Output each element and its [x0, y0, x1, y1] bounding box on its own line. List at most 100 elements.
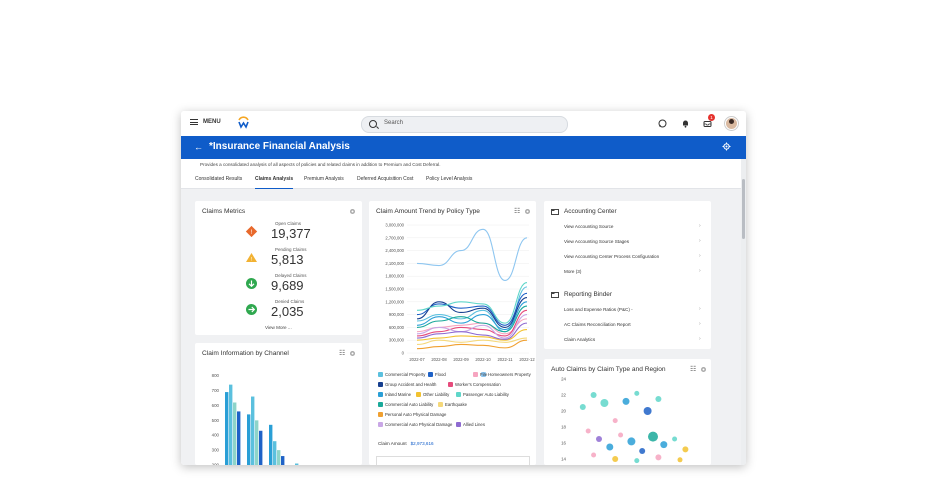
bar: [237, 411, 241, 465]
legend-item[interactable]: Allied Lines: [456, 422, 485, 427]
legend-item[interactable]: Group Accident and Health: [378, 382, 436, 387]
workday-logo[interactable]: [237, 116, 250, 129]
link-claim-analytics[interactable]: Claim Analytics: [564, 337, 596, 342]
settings-icon[interactable]: [349, 208, 356, 215]
y-tick-label: 500: [212, 418, 220, 423]
y-tick-label: 600: [212, 403, 220, 408]
metric-value: 19,377: [271, 226, 311, 241]
app-window: MENU Search 1 ← *Insurance Financial Ana…: [181, 111, 746, 465]
legend-item[interactable]: Worker's Compensation: [448, 382, 501, 387]
claim-channel-title: Claim Information by Channel: [202, 350, 289, 357]
view-more-link[interactable]: View More ...: [265, 325, 292, 330]
metric-denied-claims[interactable]: Denied Claims 2,035: [195, 299, 355, 325]
chevron-right-icon: ›: [699, 253, 701, 259]
legend-item[interactable]: Other Liability: [416, 392, 449, 397]
metric-pending-claims[interactable]: ! Pending Claims 5,813: [195, 247, 355, 273]
legend-swatch: [456, 392, 461, 397]
legend-item[interactable]: Fire: [473, 372, 487, 377]
legend-item[interactable]: Earthquake: [438, 402, 467, 407]
search-input[interactable]: Search: [361, 116, 568, 133]
legend-label: Group Accident and Health: [385, 382, 437, 387]
inbox-icon[interactable]: [703, 119, 712, 128]
metric-delayed-claims[interactable]: Delayed Claims 9,689: [195, 273, 355, 299]
y-tick-label: 24: [561, 377, 566, 382]
legend-item[interactable]: Inland Marine: [378, 392, 411, 397]
legend-item[interactable]: Homeowners Property: [481, 372, 531, 377]
legend-item[interactable]: Flood: [428, 372, 446, 377]
menu-button[interactable]: MENU: [190, 119, 221, 126]
legend-item[interactable]: Commercial Auto Liability: [378, 402, 433, 407]
scrollbar-thumb[interactable]: [742, 179, 745, 239]
accounting-center-title[interactable]: Accounting Center: [564, 208, 617, 215]
auto-claims-bubble-chart: 24 22 20 18 16 14: [561, 377, 689, 464]
x-tick-label: 2022-11: [497, 357, 513, 362]
reporting-binder-title[interactable]: Reporting Binder: [564, 291, 612, 298]
bar: [269, 424, 273, 465]
metric-open-claims[interactable]: ! Open Claims 19,377: [195, 221, 355, 247]
y-tick-label: 1,500,000: [385, 287, 404, 292]
bubble-point: [579, 404, 586, 410]
link-process-configuration[interactable]: View Accounting Center Process Configura…: [564, 254, 660, 259]
bell-icon[interactable]: [681, 119, 690, 128]
metric-label: Delayed Claims: [275, 273, 307, 278]
bubble-point: [643, 407, 652, 415]
bar: [229, 384, 233, 465]
link-loss-expense-ratios[interactable]: Loss and Expense Ratios (P&C) -: [564, 307, 633, 312]
chevron-right-icon: ›: [699, 223, 701, 229]
metric-label: Denied Claims: [275, 299, 305, 304]
series-line: [416, 292, 528, 326]
series-line: [416, 328, 528, 341]
link-view-accounting-source-stages[interactable]: View Accounting Source Stages: [564, 239, 630, 244]
legend-swatch: [448, 382, 453, 387]
legend-swatch: [378, 372, 383, 377]
legend-label: Commercial Auto Physical Damage: [385, 422, 453, 427]
legend-item[interactable]: Passenger Auto Liability: [456, 392, 509, 397]
legend-swatch: [473, 372, 478, 377]
settings-icon[interactable]: [524, 208, 531, 215]
x-tick-label: 2022-09: [453, 357, 469, 362]
tab-consolidated-results[interactable]: Consolidated Results: [195, 176, 243, 182]
legend-label: Flood: [435, 372, 446, 377]
y-tick-label: 22: [561, 393, 566, 398]
settings-icon[interactable]: [700, 366, 707, 373]
inbox-badge: 1: [708, 114, 715, 121]
tab-deferred-acquisition-cost[interactable]: Deferred Acquisition Cost: [357, 176, 414, 182]
bubble-point: [660, 441, 668, 449]
filter-icon[interactable]: ☷: [339, 350, 346, 357]
link-view-accounting-source[interactable]: View Accounting Source: [564, 224, 614, 229]
back-arrow-icon[interactable]: ←: [194, 142, 203, 152]
bubble-point: [600, 399, 609, 407]
claim-amount-summary: Claim Amount $2,973,616: [378, 441, 434, 446]
claim-amount-value[interactable]: $2,973,616: [410, 441, 434, 446]
search-placeholder: Search: [384, 120, 404, 126]
gear-icon[interactable]: [722, 142, 731, 151]
legend-item[interactable]: Commercial Property: [378, 372, 425, 377]
legend-label: Earthquake: [445, 402, 467, 407]
claim-channel-card: Claim Information by Channel ☷ 800 700 600…: [195, 343, 362, 465]
legend-item[interactable]: Personal Auto Physical Damage: [378, 412, 446, 417]
auto-claims-title: Auto Claims by Claim Type and Region: [551, 366, 666, 373]
avatar[interactable]: [725, 117, 738, 130]
settings-icon[interactable]: [349, 350, 356, 357]
bubble-point: [655, 454, 662, 461]
filter-icon[interactable]: ☷: [514, 208, 521, 215]
bubble-point: [672, 436, 678, 442]
page-title: *Insurance Financial Analysis: [209, 141, 350, 152]
bubble-point: [591, 452, 597, 458]
tab-policy-level-analysis[interactable]: Policy Level Analysis: [426, 176, 473, 182]
legend-swatch: [378, 402, 383, 407]
arrow-down-circle-icon: [246, 278, 257, 289]
chat-icon[interactable]: [658, 119, 667, 128]
scrollbar[interactable]: [741, 159, 746, 465]
legend-item[interactable]: Commercial Auto Physical Damage: [378, 422, 452, 427]
bubble-point: [612, 456, 619, 462]
link-more[interactable]: More (3): [564, 269, 582, 274]
bubble-point: [618, 432, 624, 438]
y-tick-label: 600,000: [389, 325, 405, 330]
search-icon: [369, 120, 377, 128]
tab-claims-analysis[interactable]: Claims Analysis: [255, 176, 294, 189]
filter-icon[interactable]: ☷: [690, 366, 697, 373]
metric-label: Pending Claims: [275, 247, 307, 252]
tab-premium-analysis[interactable]: Premium Analysis: [304, 176, 344, 182]
link-claims-reconciliation[interactable]: AC Claims Reconciliation Report: [564, 322, 631, 327]
